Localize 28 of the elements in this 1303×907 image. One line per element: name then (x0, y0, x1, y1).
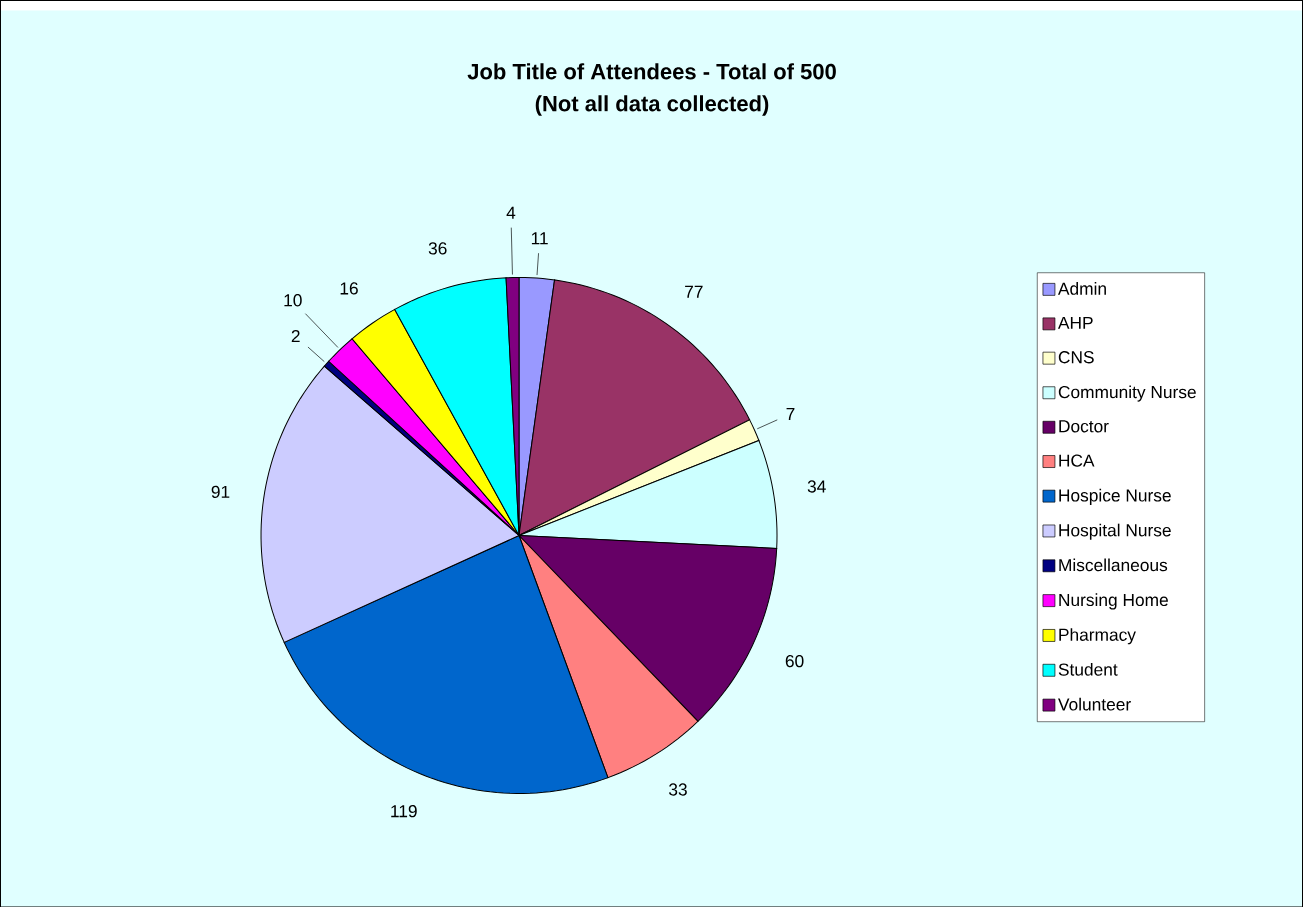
legend-label: Pharmacy (1059, 627, 1136, 645)
data-label: 119 (391, 804, 417, 818)
legend-label: Hospital Nurse (1059, 523, 1171, 540)
legend-label: Volunteer (1058, 697, 1131, 711)
legend-label: AHP (1057, 316, 1093, 329)
legend-label: CNS (1058, 350, 1094, 364)
data-label: 33 (669, 783, 687, 796)
legend-label: Hospice Nurse (1059, 488, 1171, 505)
data-label: 11 (531, 232, 548, 245)
chart-subtitle: (Not all data collected) (535, 95, 769, 116)
data-label: 10 (284, 293, 302, 307)
legend-label: Community Nurse (1058, 385, 1196, 402)
data-label: 4 (506, 206, 516, 219)
data-label: 91 (211, 485, 230, 498)
data-label: 34 (807, 480, 826, 493)
data-label: 77 (685, 285, 703, 298)
legend-label: Student (1058, 662, 1118, 676)
chart-title: Job Title of Attendees - Total of 500 (467, 63, 836, 80)
data-label: 2 (291, 329, 300, 342)
data-label: 60 (785, 654, 804, 667)
data-label: 16 (340, 282, 358, 295)
legend-label: Nursing Home (1059, 593, 1168, 610)
legend-label: Miscellaneous (1059, 558, 1168, 572)
data-label: 36 (428, 242, 447, 255)
legend-label: HCA (1059, 454, 1095, 467)
legend-label: Admin (1057, 281, 1106, 295)
data-label: 7 (786, 407, 795, 420)
legend-label: Doctor (1059, 420, 1109, 433)
